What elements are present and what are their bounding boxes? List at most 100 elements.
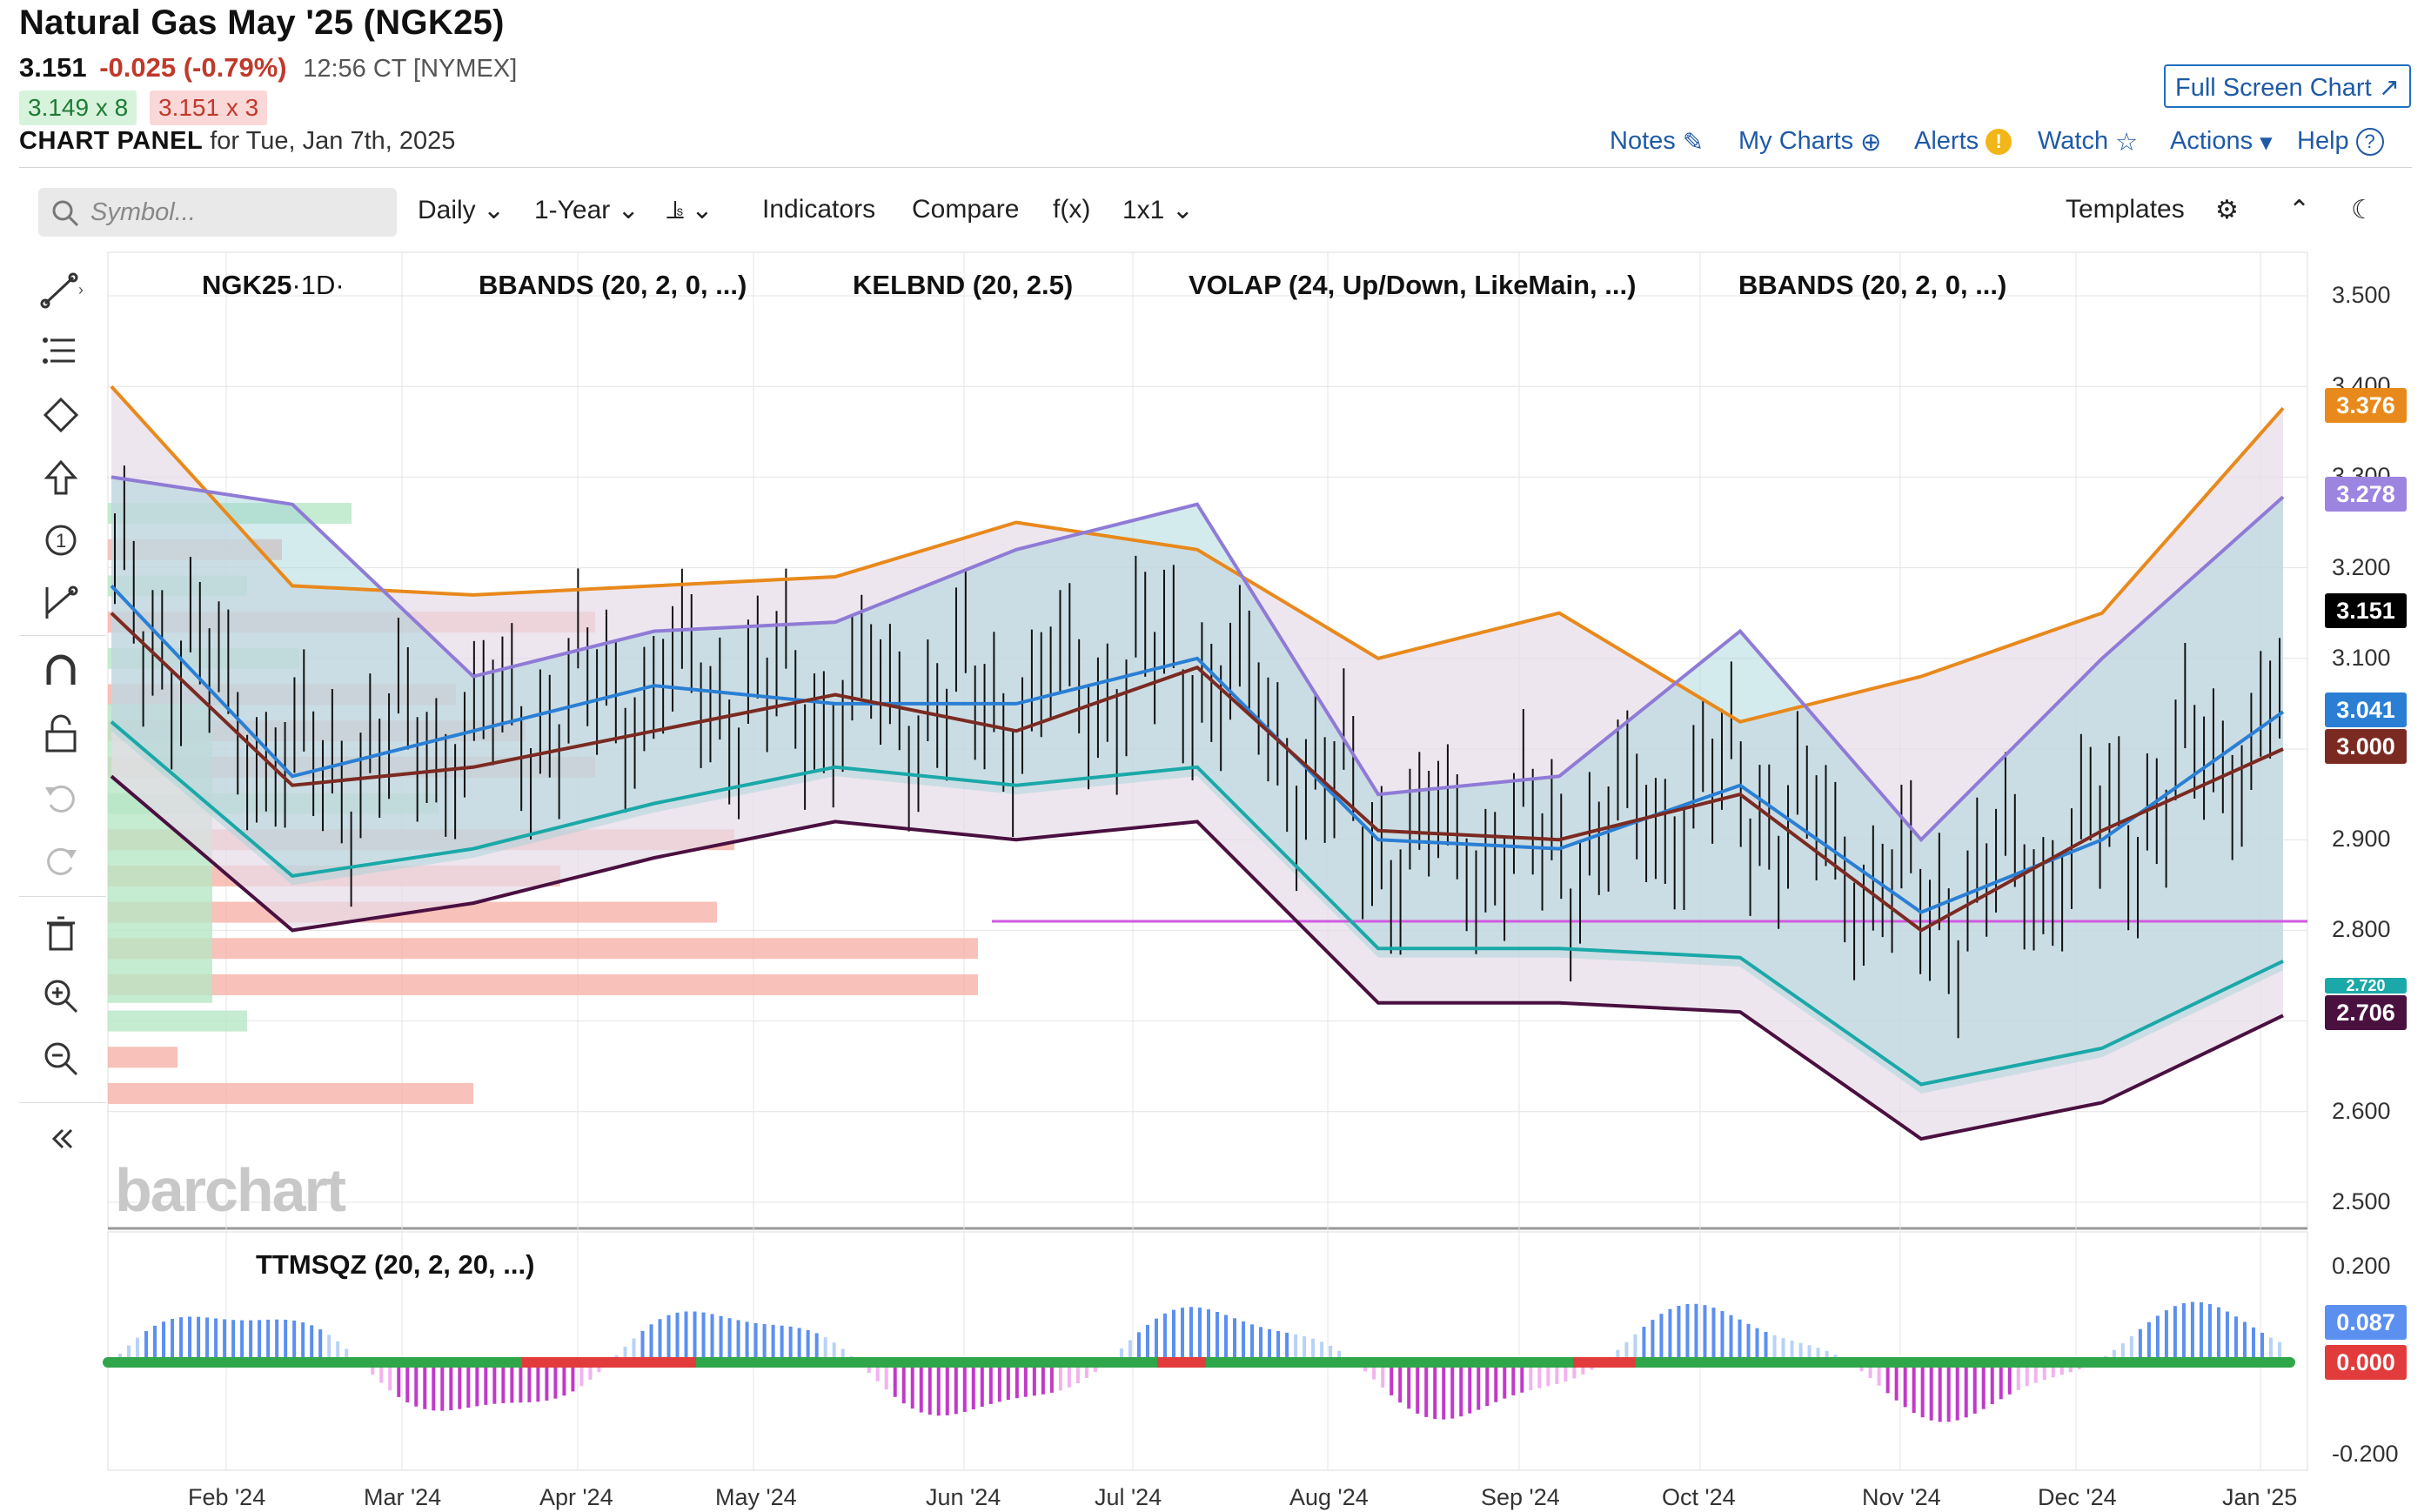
legend-ttmsqz[interactable]: TTMSQZ (20, 2, 20, ...) [256,1249,535,1280]
ttm-histogram-bar [1337,1350,1342,1362]
chart-type-select[interactable]: ⫡ ⌄ [666,195,713,225]
legend-volap[interactable]: VOLAP (24, Up/Down, LikeMain, ...) [1189,270,1637,300]
ttm-histogram-bar [623,1347,627,1362]
ttm-histogram-bar [1659,1314,1664,1362]
ttm-histogram-bar [1564,1362,1568,1382]
volume-at-price-bar [108,1047,177,1068]
full-screen-chart-button[interactable]: Full Screen Chart ↗ [2164,64,2411,108]
zoom-out-icon[interactable] [37,1034,85,1083]
ttm-histogram-bar [171,1318,175,1362]
symbol-search[interactable]: Symbol... [38,188,397,237]
templates-button[interactable]: Templates [2066,195,2185,224]
dark-mode-moon-icon[interactable]: ☾ [2351,196,2374,224]
ttm-histogram-bar [1955,1362,1959,1421]
ttm-histogram-bar [1424,1362,1429,1417]
ttm-histogram-bar [1981,1362,1986,1409]
ttm-histogram-bar [1555,1362,1559,1384]
month-tick-label: Apr '24 [539,1484,613,1510]
undo-icon[interactable] [37,772,85,820]
alert-icon: ! [1986,129,2012,156]
fib-tool-icon[interactable] [37,328,85,377]
ttm-histogram-bar [875,1362,880,1382]
collapse-sidebar-icon[interactable] [37,1114,85,1163]
ttm-histogram-bar [2146,1321,2151,1362]
ttm-histogram-bar [1250,1324,1255,1362]
series-line-3 [110,612,2284,933]
tag-bb-lower: 2.706 [2325,995,2407,1030]
ttm-histogram-bar [188,1316,192,1362]
layout-select[interactable]: 1x1 ⌄ [1122,195,1194,225]
ttm-histogram-bar [2042,1362,2046,1381]
legend-bbands-2[interactable]: BBANDS (20, 2, 0, ...) [1738,270,2007,300]
zoom-in-icon[interactable] [37,972,85,1020]
ttm-histogram-bar [536,1362,540,1402]
plus-circle-icon: ⊕ [1860,129,1882,157]
ttm-histogram-bar [1999,1362,2003,1400]
ttm-histogram-bar [153,1325,157,1362]
help-label: Help [2297,127,2349,155]
ttm-histogram-bar [1162,1313,1167,1362]
price-tick-label: 3.500 [2332,282,2391,308]
collapse-up-icon[interactable]: ⌃ [2288,196,2311,224]
ttm-histogram-bar [1372,1362,1376,1380]
ttm-histogram-bar [1154,1318,1158,1362]
help-icon: ? [2355,128,2384,157]
ttm-histogram-bar [936,1362,941,1416]
ttm-histogram-bar [1651,1320,1655,1362]
actions-menu[interactable]: Actions ▾ [2170,127,2273,157]
ttm-histogram-bar [1677,1305,1681,1362]
interval-select[interactable]: Daily ⌄ [418,195,505,225]
sidebar-divider [19,896,106,897]
lock-icon[interactable] [37,709,85,758]
ttm-histogram-bar [1894,1362,1899,1401]
compare-button[interactable]: Compare [912,195,1020,224]
ttm-histogram-bar [1058,1362,1062,1391]
ttm-histogram-bar [1816,1348,1820,1362]
help-link[interactable]: Help? [2297,127,2384,157]
ttm-histogram-bar [466,1362,471,1408]
ttm-histogram-bar [2216,1307,2220,1362]
ttm-histogram-bar [823,1337,827,1362]
line-tool-icon[interactable]: › [37,265,85,314]
legend-kelbnd[interactable]: KELBND (20, 2.5) [853,270,1074,300]
ttm-histogram-bar [1207,1309,1211,1362]
redo-icon[interactable] [37,834,85,883]
settings-gear-icon[interactable]: ⚙ [2215,196,2239,224]
legend-bbands-1[interactable]: BBANDS (20, 2, 0, ...) [479,270,747,300]
legend-symbol[interactable]: NGK25·1D· [202,270,345,301]
annotation-number-icon[interactable]: 1 [37,516,85,565]
trash-icon[interactable] [37,909,85,958]
ttm-histogram-bar [292,1320,297,1362]
ttm-histogram-bar [1450,1362,1455,1419]
range-select[interactable]: 1-Year ⌄ [534,195,640,225]
shape-tool-icon[interactable] [37,391,85,439]
arrow-tool-icon[interactable] [37,453,85,502]
ttm-histogram-bar [1781,1338,1785,1362]
my-charts-link[interactable]: My Charts ⊕ [1738,127,1881,157]
ttm-histogram-bar [1477,1362,1481,1410]
fx-button[interactable]: f(x) [1053,195,1091,224]
watch-link[interactable]: Watch ☆ [2038,127,2138,157]
ttm-histogram-bar [666,1315,671,1362]
magnet-icon[interactable] [37,646,85,695]
quote-time: 12:56 CT [NYMEX] [303,55,518,83]
ttm-histogram-bar [1720,1311,1724,1362]
ttm-histogram-bar [379,1362,384,1383]
ttm-histogram-bar [571,1362,575,1392]
ttm-histogram-bar [1128,1340,1132,1362]
alerts-link[interactable]: Alerts! [1914,127,2012,156]
ttm-histogram-bar [458,1362,462,1409]
ttm-histogram-bar [1268,1328,1272,1362]
ttm-histogram-bar [762,1324,767,1362]
measure-tool-icon[interactable] [37,579,85,627]
ttm-histogram-bar [632,1338,636,1362]
ttm-histogram-bar [449,1362,453,1411]
series-line-2 [110,585,2285,914]
indicators-button[interactable]: Indicators [762,195,876,224]
ttm-histogram-bar [258,1320,262,1362]
chart-toolbar: Symbol... Daily ⌄ 1-Year ⌄ ⫡ ⌄ Indicator… [0,174,2431,251]
chevron-down-icon: ⌄ [617,196,640,224]
ttm-histogram-bar [1189,1307,1193,1362]
notes-link[interactable]: Notes ✎ [1610,127,1704,157]
